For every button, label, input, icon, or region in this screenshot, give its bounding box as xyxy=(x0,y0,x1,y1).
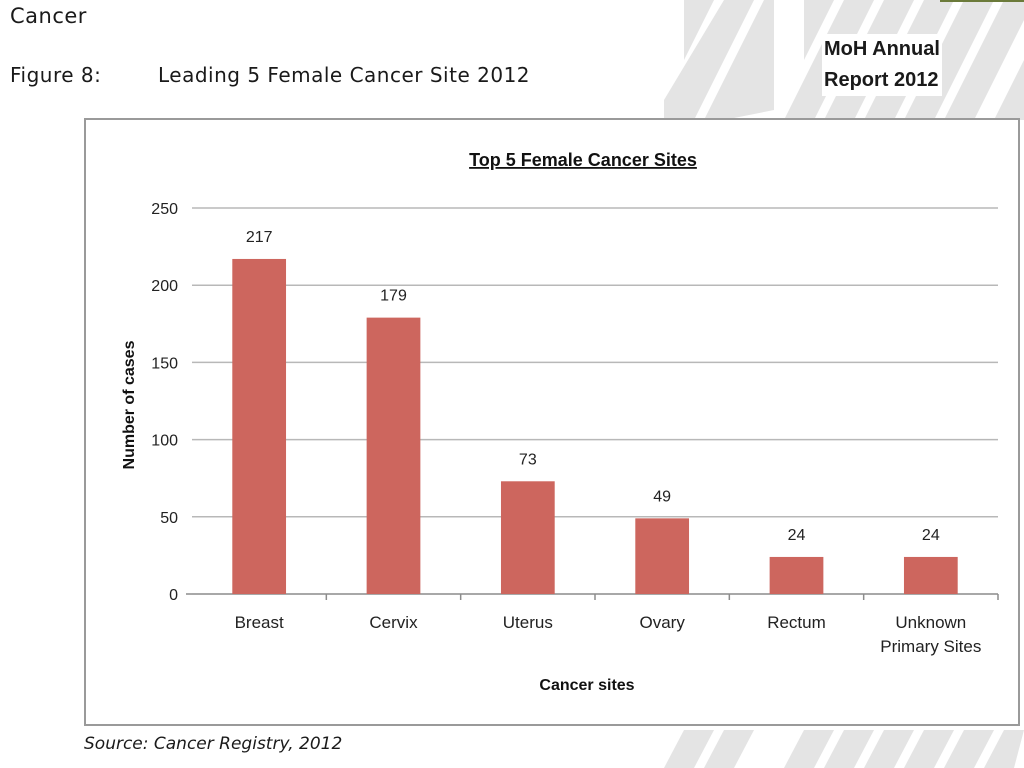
x-tick-label: Unknown xyxy=(895,613,966,632)
data-label: 24 xyxy=(922,527,940,544)
bar xyxy=(366,317,421,594)
figure-caption: Leading 5 Female Cancer Site 2012 xyxy=(158,63,531,87)
x-tick-label: Cervix xyxy=(369,613,418,632)
y-tick-label: 150 xyxy=(151,355,178,372)
data-label: 49 xyxy=(653,488,671,505)
figure-number: Figure 8: xyxy=(10,63,102,87)
y-tick-label: 50 xyxy=(160,510,178,527)
x-tick-label: Ovary xyxy=(639,613,685,632)
report-brand: MoH Annual Report 2012 xyxy=(822,34,942,96)
bar-chart: Top 5 Female Cancer Sites 0 50 100 150 200 250… xyxy=(121,150,999,694)
bar xyxy=(500,481,555,594)
y-tick-label: 100 xyxy=(151,433,178,450)
x-tick-label: Primary Sites xyxy=(880,637,981,656)
section-title: Cancer xyxy=(10,4,87,28)
source-note: Source: Cancer Registry, 2012 xyxy=(84,734,343,754)
data-label: 24 xyxy=(788,527,806,544)
y-axis-label: Number of cases xyxy=(121,340,138,469)
data-label: 179 xyxy=(380,288,407,305)
bar xyxy=(232,258,287,594)
brand-line-2: Report 2012 xyxy=(824,69,939,91)
chart-title: Top 5 Female Cancer Sites xyxy=(469,150,697,170)
x-tick-label: Rectum xyxy=(767,613,826,632)
bar xyxy=(635,518,690,594)
y-tick-label: 0 xyxy=(169,587,178,604)
chart-frame: Top 5 Female Cancer Sites 0 50 100 150 200 250… xyxy=(84,118,1020,726)
y-tick-label: 250 xyxy=(151,201,178,218)
data-label: 217 xyxy=(246,229,273,246)
bar xyxy=(769,556,824,594)
y-tick-label: 200 xyxy=(151,278,178,295)
x-axis-label: Cancer sites xyxy=(539,677,634,694)
bar xyxy=(903,556,958,594)
x-tick-label: Breast xyxy=(235,613,284,632)
brand-line-1: MoH Annual xyxy=(824,38,940,60)
data-label: 73 xyxy=(519,451,537,468)
x-tick-label: Uterus xyxy=(503,613,553,632)
